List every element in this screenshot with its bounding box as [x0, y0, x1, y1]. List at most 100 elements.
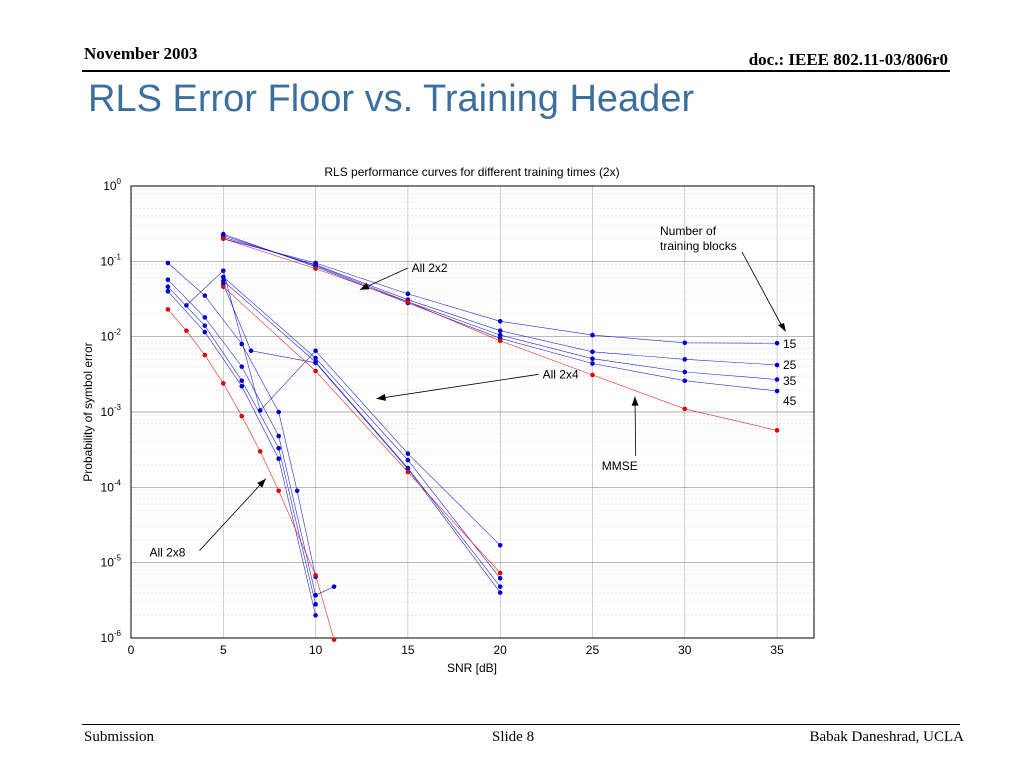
data-point-2x4-mmse [220, 381, 226, 386]
data-point-2x4-rls [165, 277, 171, 283]
data-point-2x2-rls [682, 378, 688, 384]
series-points [165, 231, 780, 642]
data-point-2x8-rls [313, 360, 318, 366]
data-point-2x4-rls [276, 409, 281, 415]
data-point-2x2-rls [497, 328, 503, 334]
annotation-arrow [199, 478, 267, 551]
data-point-2x4-mmse [313, 572, 318, 578]
grid [131, 186, 814, 638]
training-blocks-45: 45 [783, 394, 797, 408]
data-point-2x8-rls [497, 590, 503, 595]
data-point-2x8-rls [497, 543, 503, 548]
data-point-2x8-rls [313, 348, 318, 354]
data-point-2x8-rls [220, 274, 226, 280]
y-axis-label: Probability of symbol error [81, 342, 95, 481]
data-point-2x8-rls [497, 576, 503, 581]
footer-slide-number: Slide 8 [492, 729, 535, 745]
y-tick-label: 10-1 [101, 252, 122, 268]
annotation-label: All 2x2 [412, 261, 448, 275]
data-point-2x4-mmse [202, 352, 208, 358]
data-point-2x2-rls [682, 369, 688, 375]
data-point-2x2-rls [590, 361, 595, 366]
data-point-2x2-rls [405, 291, 411, 297]
header-doc-id: doc.: IEEE 802.11-03/806r0 [748, 50, 948, 69]
x-tick-label: 15 [401, 643, 415, 657]
data-point-2x8-rls [257, 408, 263, 413]
y-tick-label: 10-2 [101, 328, 122, 344]
footer-author: Babak Daneshrad, UCLA [809, 729, 964, 745]
data-point-2x2-rls [220, 231, 226, 237]
data-point-2x2-rls [590, 349, 595, 355]
data-point-2x8-rls [184, 303, 189, 308]
training-blocks-label-line1: Number of [660, 224, 717, 238]
data-point-2x8-mmse [313, 368, 318, 374]
y-tick-label: 10-5 [101, 554, 122, 570]
data-point-2x2-mmse [774, 428, 780, 433]
data-point-2x4-rls [202, 323, 208, 328]
data-point-2x2-rls [590, 332, 595, 338]
x-tick-label: 20 [494, 643, 508, 657]
series-line-2x8-mmse-14 [223, 286, 501, 574]
data-point-2x8-rls [313, 355, 318, 361]
series-line-2x4-rls-6 [167, 279, 335, 596]
training-blocks-25: 25 [783, 358, 797, 372]
y-tick-label: 100 [103, 177, 121, 193]
y-tick-label: 10-3 [101, 403, 122, 419]
data-point-2x2-mmse [405, 299, 411, 305]
data-point-2x2-rls [590, 356, 595, 361]
data-point-2x2-rls [497, 318, 503, 324]
data-point-2x4-rls [239, 341, 245, 347]
series-line-2x8-rls-10 [186, 270, 501, 546]
ticks: 0 5 10 15 20 25 30 35 100 10-1 10-2 10-3 10-4 10-5 10-… [101, 177, 785, 657]
footer-submission: Submission [84, 729, 155, 745]
data-point-2x4-rls [165, 260, 171, 266]
data-point-2x4-mmse [257, 449, 263, 454]
series-line-2x8-rls-11 [223, 276, 501, 579]
data-point-2x8-rls [405, 457, 411, 463]
x-tick-label: 0 [128, 643, 135, 657]
x-tick-label: 35 [770, 643, 784, 657]
data-point-2x4-rls [239, 364, 245, 369]
data-point-2x4-rls [165, 284, 171, 290]
data-point-2x4-rls [202, 293, 208, 298]
data-point-2x4-mmse [165, 307, 171, 312]
y-tick-label: 10-4 [101, 478, 122, 494]
series-line-2x8-rls-12 [223, 280, 501, 587]
data-point-2x2-mmse [497, 338, 503, 344]
data-point-2x4-mmse [276, 488, 281, 494]
y-tick-label: 10-6 [101, 629, 122, 645]
data-point-2x8-mmse [220, 284, 226, 290]
training-blocks-35: 35 [783, 374, 797, 388]
data-point-2x4-mmse [184, 328, 189, 334]
data-point-2x4-mmse [239, 413, 245, 419]
data-point-2x8-rls [248, 348, 254, 354]
footer-divider [82, 724, 960, 725]
data-point-2x8-rls [405, 451, 411, 456]
data-point-2x4-rls [313, 613, 318, 618]
data-point-2x2-rls [682, 357, 688, 362]
annotation-arrowhead [359, 282, 370, 290]
header-date: November 2003 [84, 44, 198, 63]
series-line-2x4-rls-5 [167, 262, 316, 577]
header-divider [82, 70, 950, 72]
data-point-2x2-rls [497, 332, 503, 338]
x-tick-label: 25 [586, 643, 600, 657]
data-point-2x4-rls [276, 433, 281, 439]
data-point-2x4-rls [165, 289, 171, 294]
data-point-2x8-rls [497, 584, 503, 589]
training-blocks-15: 15 [783, 337, 797, 351]
slide-title: RLS Error Floor vs. Training Header [88, 78, 695, 120]
data-point-2x4-rls [276, 456, 281, 461]
training-blocks-arrow [741, 251, 785, 331]
data-point-2x2-rls [774, 340, 780, 346]
x-tick-label: 10 [309, 643, 323, 657]
annotation-arrowhead [376, 393, 386, 401]
annotation-arrow [634, 396, 637, 456]
data-point-2x4-rls [276, 445, 281, 451]
data-point-2x2-rls [774, 362, 780, 368]
data-point-2x4-rls [294, 488, 300, 494]
data-point-2x4-mmse [331, 637, 337, 642]
data-point-2x4-rls [331, 584, 337, 589]
data-point-2x8-mmse [405, 469, 411, 475]
annotation-arrow [376, 373, 539, 400]
